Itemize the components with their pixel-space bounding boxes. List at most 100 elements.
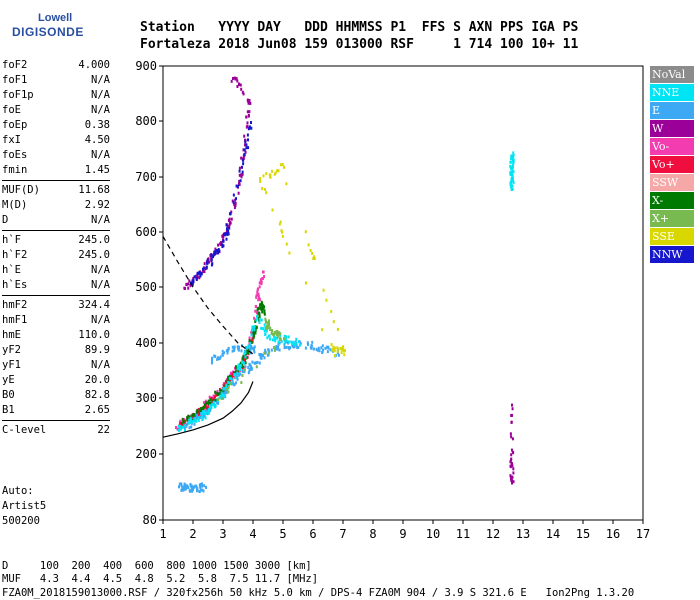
echo-point	[222, 244, 225, 248]
echo-point	[512, 180, 515, 184]
echo-point	[243, 148, 246, 152]
echo-point	[283, 337, 285, 341]
echo-point	[207, 408, 210, 412]
echo-point	[307, 343, 309, 346]
echo-point	[194, 417, 197, 421]
echo-point	[180, 484, 183, 488]
echo-point	[275, 330, 278, 334]
echo-point	[322, 288, 325, 292]
echo-point	[220, 389, 222, 393]
echo-point	[281, 163, 284, 167]
echo-point	[184, 419, 187, 423]
echo-point	[205, 412, 207, 415]
y-tick-label: 300	[135, 391, 157, 405]
echo-point	[184, 424, 187, 428]
echo-point	[265, 191, 268, 195]
echo-point	[254, 319, 257, 323]
echo-point	[284, 338, 287, 342]
echo-point	[195, 489, 198, 493]
legend-entry-w: W	[650, 120, 694, 137]
echo-point	[233, 202, 236, 206]
echo-point	[199, 407, 202, 411]
echo-point	[274, 171, 277, 175]
echo-point	[279, 163, 282, 167]
param-value: N/A	[91, 359, 110, 371]
echo-point	[226, 232, 228, 235]
echo-point	[207, 257, 210, 261]
param-divider	[2, 420, 110, 421]
echo-point	[511, 184, 514, 188]
echo-point	[244, 361, 247, 365]
echo-point	[304, 346, 307, 350]
echo-point	[274, 339, 277, 343]
echo-point	[243, 368, 246, 372]
echo-point	[227, 390, 230, 394]
echo-point	[236, 345, 239, 349]
echo-point	[238, 173, 241, 177]
echo-point	[198, 276, 201, 280]
param-row: h`F 245.0	[2, 233, 110, 248]
echo-point	[330, 343, 333, 347]
echo-point	[197, 407, 200, 411]
echo-point	[190, 484, 193, 488]
echo-point	[236, 184, 239, 188]
echo-point	[201, 488, 204, 492]
echo-point	[221, 392, 224, 396]
legend-entry-e: E	[650, 102, 694, 119]
echo-point	[211, 359, 213, 363]
echo-point	[330, 309, 333, 313]
echo-point	[206, 412, 209, 416]
echo-point	[246, 124, 249, 128]
echo-point	[337, 353, 340, 357]
echo-point	[191, 280, 194, 284]
echo-point	[242, 158, 245, 162]
echo-point	[194, 484, 197, 488]
echo-point	[325, 345, 328, 349]
echo-point	[212, 402, 215, 406]
param-name: foF1	[2, 74, 28, 86]
param-value: 89.9	[84, 344, 110, 356]
echo-point	[192, 276, 195, 280]
echo-point	[289, 346, 292, 350]
echo-point	[220, 243, 222, 246]
param-row: MUF(D) 11.68	[2, 183, 110, 198]
header-row2: Fortaleza 2018 Jun08 159 013000 RSF 1 71…	[140, 37, 579, 52]
echo-point	[253, 328, 256, 332]
electron-density-profile	[162, 381, 254, 438]
echo-point	[183, 428, 186, 432]
x-tick-label: 9	[399, 527, 406, 541]
echo-point	[240, 349, 243, 353]
legend-entry-noval: NoVal	[650, 66, 694, 83]
echo-point	[217, 248, 220, 252]
echo-point	[245, 146, 248, 150]
echo-point	[269, 326, 272, 330]
echo-point	[312, 256, 315, 260]
echo-point	[299, 342, 302, 346]
echo-point	[254, 361, 257, 365]
echo-point	[510, 413, 513, 417]
echo-point	[188, 489, 191, 493]
param-row: h`F2 245.0	[2, 248, 110, 263]
param-value: N/A	[91, 89, 110, 101]
echo-point	[239, 372, 242, 376]
echo-point	[251, 360, 254, 364]
param-row: M(D) 2.92	[2, 198, 110, 213]
echo-point	[227, 346, 230, 350]
echo-point	[175, 426, 177, 429]
echo-point	[199, 271, 202, 275]
param-name: foE	[2, 104, 21, 116]
echo-point	[234, 197, 237, 201]
echo-point	[511, 481, 513, 485]
echo-point	[190, 415, 193, 419]
echo-point	[247, 344, 250, 348]
echo-point	[244, 143, 246, 147]
echo-point	[512, 160, 515, 164]
echo-point	[304, 230, 307, 234]
echo-point	[235, 77, 238, 81]
echo-point	[186, 418, 189, 422]
echo-point	[195, 419, 198, 423]
echo-point	[509, 164, 512, 168]
echo-point	[263, 305, 266, 309]
echo-point	[264, 348, 267, 352]
x-tick-label: 7	[339, 527, 346, 541]
